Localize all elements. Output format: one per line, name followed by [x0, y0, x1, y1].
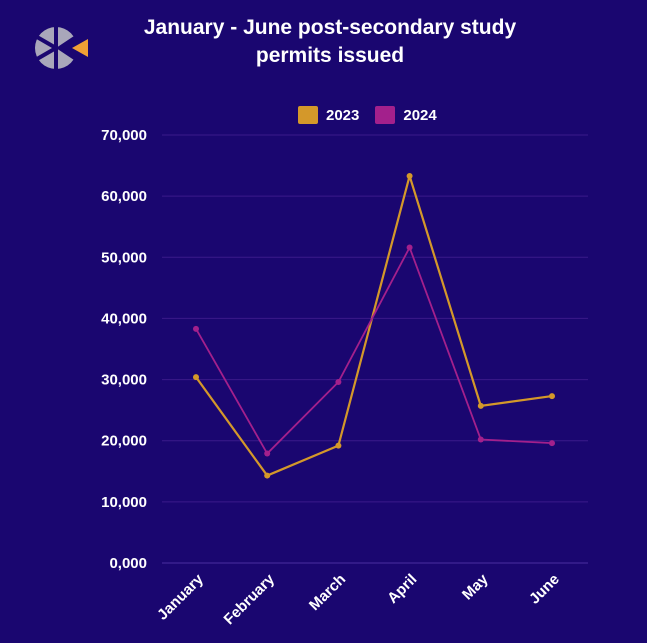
y-tick-label: 0,000 [109, 555, 147, 572]
data-point-2024 [193, 325, 199, 332]
legend-label-2024: 2024 [403, 106, 437, 124]
data-point-2023 [549, 393, 555, 400]
data-point-2023 [406, 172, 413, 179]
x-tick-label: January [154, 570, 207, 623]
legend-swatch-2024 [375, 106, 396, 124]
y-tick-label: 70,000 [101, 127, 147, 144]
logo-icon [35, 26, 88, 70]
x-tick-label: February [221, 570, 279, 628]
data-point-2023 [193, 374, 199, 381]
data-point-2023 [264, 472, 271, 479]
y-tick-label: 20,000 [101, 433, 147, 450]
x-tick-label: March [306, 571, 349, 614]
series-line-2024 [195, 246, 553, 455]
legend-swatch-2023 [298, 106, 318, 124]
legend-label-2023: 2023 [326, 106, 360, 124]
data-point-2024 [477, 436, 484, 443]
x-tick-label: May [459, 570, 492, 603]
legend-item-2023[interactable]: 2023 [298, 106, 359, 124]
data-point-2024 [549, 440, 555, 447]
x-tick-label: June [526, 571, 563, 608]
data-point-2024 [335, 379, 342, 386]
data-point-2023 [477, 402, 484, 409]
legend-item-2024[interactable]: 2024 [375, 106, 437, 124]
data-point-2023 [335, 442, 342, 449]
data-point-2024 [406, 244, 413, 251]
data-point-2024 [264, 450, 271, 457]
series-line-2023 [195, 174, 553, 477]
x-tick-label: April [384, 571, 420, 607]
legend: 2023 2024 [298, 104, 437, 126]
y-tick-label: 40,000 [101, 310, 147, 327]
y-tick-label: 10,000 [101, 494, 147, 511]
y-tick-label: 30,000 [101, 372, 147, 389]
chart-title: January - June post-secondary study perm… [143, 16, 517, 67]
y-tick-label: 50,000 [101, 249, 147, 266]
y-tick-label: 60,000 [101, 188, 147, 205]
